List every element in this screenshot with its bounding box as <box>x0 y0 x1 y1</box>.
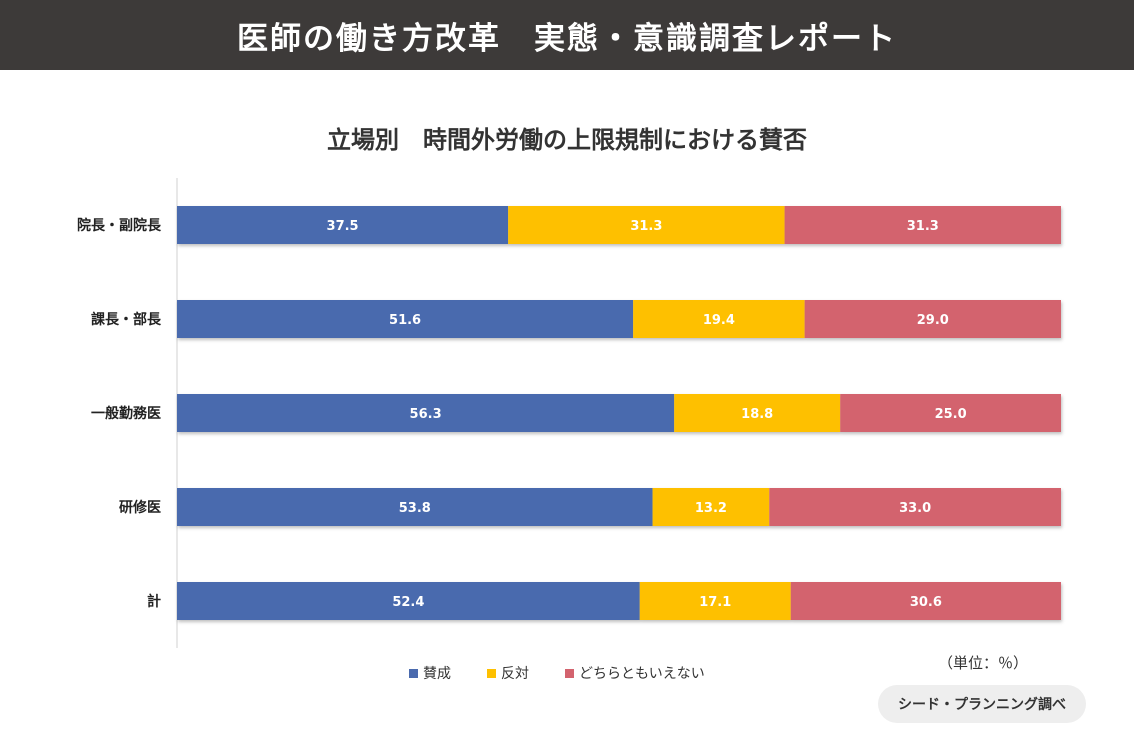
data-label: 17.1 <box>699 595 731 610</box>
bar-segment <box>177 394 675 432</box>
data-label: 31.3 <box>907 219 939 234</box>
data-label: 53.8 <box>399 501 431 516</box>
category-label: 院長・副院長 <box>77 217 162 234</box>
bar-segment <box>177 206 509 244</box>
bar-segment <box>639 582 791 620</box>
bar-segment <box>177 300 634 338</box>
data-label: 51.6 <box>389 313 421 328</box>
bar-segment <box>177 488 653 526</box>
data-label: 31.3 <box>630 219 662 234</box>
bar-segment <box>784 206 1061 244</box>
bar-segment <box>790 582 1061 620</box>
legend-label: 反対 <box>501 666 529 682</box>
data-label: 30.6 <box>910 595 942 610</box>
bar-segment <box>804 300 1061 338</box>
legend-swatch <box>487 669 496 678</box>
bar-row <box>177 206 1061 244</box>
legend-swatch <box>409 669 418 678</box>
data-label: 33.0 <box>899 501 931 516</box>
bar-row <box>177 582 1061 620</box>
bar-row <box>177 394 1061 432</box>
bar-segment <box>652 488 770 526</box>
data-label: 56.3 <box>410 407 442 422</box>
bar-row <box>177 488 1061 526</box>
bar-segment <box>840 394 1061 432</box>
data-label: 25.0 <box>935 407 967 422</box>
bar-segment <box>633 300 805 338</box>
report-title: 医師の働き方改革 実態・意識調査レポート <box>237 20 897 57</box>
category-label: 課長・部長 <box>91 311 162 328</box>
legend-swatch <box>565 669 574 678</box>
bar-segment <box>769 488 1061 526</box>
category-label: 計 <box>147 593 161 610</box>
data-label: 18.8 <box>741 407 773 422</box>
bar-row <box>177 300 1061 338</box>
bar-segment <box>508 206 785 244</box>
data-label: 29.0 <box>917 313 949 328</box>
data-label: 52.4 <box>392 595 424 610</box>
legend-label: 賛成 <box>423 666 451 682</box>
unit-label: （単位：％） <box>938 654 1029 672</box>
category-label: 研修医 <box>119 499 161 516</box>
report-header: 医師の働き方改革 実態・意識調査レポート <box>0 0 1134 70</box>
source-text: シード・プランニング調べ <box>898 697 1066 713</box>
data-label: 37.5 <box>327 219 359 234</box>
category-label: 一般勤務医 <box>91 405 161 422</box>
chart-title: 立場別 時間外労働の上限規制における賛否 <box>327 126 807 154</box>
data-label: 13.2 <box>695 501 727 516</box>
data-label: 19.4 <box>703 313 735 328</box>
bar-segment <box>177 582 640 620</box>
source-badge: シード・プランニング調べ <box>878 685 1086 723</box>
bar-segment <box>674 394 841 432</box>
legend-label: どちらともいえない <box>579 666 705 682</box>
